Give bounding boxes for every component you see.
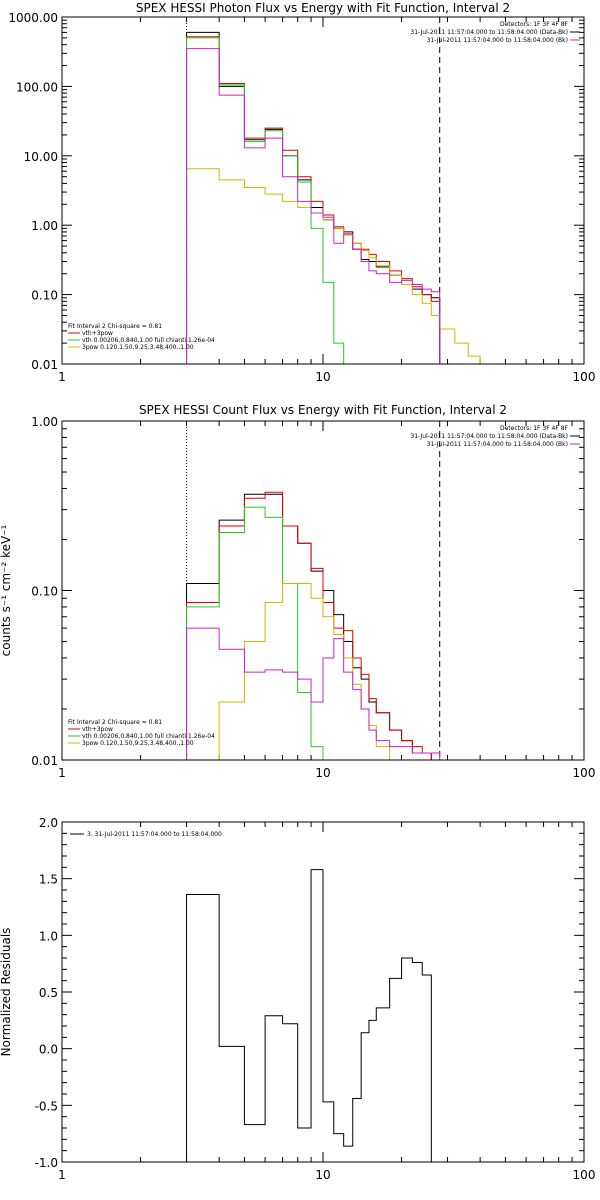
series-vth-3pow-line <box>186 491 440 760</box>
x-tick-label: 100 <box>573 370 596 384</box>
legend-right-entry: 31-Jul-2011 11:57:04.000 to 11:58:04.000… <box>410 29 568 36</box>
plot-frame <box>61 16 585 365</box>
y-tick-label: -1.0 <box>35 1156 58 1170</box>
x-axis: 1 10 100 <box>58 822 595 1182</box>
y-tick-label: 10.00 <box>24 150 58 164</box>
y-axis-label: Normalized Residuals <box>0 928 13 1057</box>
y-tick-label: -0.5 <box>35 1099 58 1113</box>
series-group <box>186 869 440 1162</box>
series-bk-line <box>186 627 441 760</box>
legend-right-entry: 31-Jul-2011 11:57:04.000 to 11:58:04.000… <box>410 433 568 440</box>
y-tick-label: 0.10 <box>31 289 58 303</box>
y-axis: 1.00 0.10 0.01 <box>31 415 584 768</box>
y-axis: 2.0 1.5 1.0 0.5 0.0 -0.5 -1.0 <box>35 816 584 1170</box>
x-tick-label: 1 <box>58 370 66 384</box>
series-data-bk-line <box>186 493 440 760</box>
legend-left-entry: Fit Interval 2 Chi-square = 0.81 <box>68 323 162 330</box>
y-tick-label: 1.0 <box>39 929 58 943</box>
legend-left: 3. 31-Jul-2011 11:57:04.000 to 11:58:04.… <box>70 831 222 838</box>
legend-left-entry: vth 0.00206,0.840,1.00 full chianti 1.26… <box>82 733 215 740</box>
residuals-panel: 1 10 100 2.0 1.5 1.0 0.5 0.0 -0.5 -1.0 Normalized … <box>0 816 595 1182</box>
series-vth-line <box>186 37 353 364</box>
x-tick-label: 1 <box>58 1168 66 1182</box>
x-tick-label: 100 <box>573 1168 596 1182</box>
legend-left-entry: Fit Interval 2 Chi-square = 0.81 <box>68 719 162 726</box>
legend-left-entry: 3. 31-Jul-2011 11:57:04.000 to 11:58:04.… <box>87 831 222 838</box>
y-tick-label: 0.5 <box>39 986 58 1000</box>
legend-left: Fit Interval 2 Chi-square = 0.81vth+3pow… <box>68 323 215 351</box>
series-data-bk-line <box>186 31 441 364</box>
series-group <box>186 491 441 760</box>
legend-right-entry: 31-Jul-2011 11:57:04.000 to 11:58:04.000… <box>427 37 568 44</box>
photon-flux-panel: SPEX HESSI Photon Flux vs Energy with Fi… <box>8 1 595 384</box>
series-vth-3pow-line <box>186 36 441 364</box>
y-axis: 1000.00 100.00 10.00 1.00 0.10 0.01 <box>8 11 584 372</box>
legend-right-entry: Detectors: 1F 3F 4F 8F <box>500 425 569 432</box>
y-tick-label: 2.0 <box>39 816 58 830</box>
count-flux-panel: SPEX HESSI Count Flux vs Energy with Fit… <box>0 403 595 780</box>
y-tick-label: 0.0 <box>39 1043 58 1057</box>
y-tick-label: 0.01 <box>31 358 58 372</box>
y-tick-label: 1.00 <box>31 219 58 233</box>
series-residuals-line <box>186 869 440 1162</box>
x-tick-label: 10 <box>315 766 330 780</box>
legend-left: Fit Interval 2 Chi-square = 0.81vth+3pow… <box>68 719 215 747</box>
series-group <box>186 31 494 364</box>
y-tick-label: 100.00 <box>16 80 58 94</box>
chart-title: SPEX HESSI Count Flux vs Energy with Fit… <box>139 403 507 417</box>
x-tick-label: 10 <box>315 370 330 384</box>
legend-left-entry: vth+3pow <box>82 726 113 733</box>
x-tick-label: 10 <box>315 1168 330 1182</box>
plot-frame <box>61 821 585 1163</box>
series-vth-line <box>186 506 324 760</box>
legend-left-entry: 3pow 0.120,1.50,9.25,3.48,400.,1.00 <box>82 740 194 747</box>
y-tick-label: 0.01 <box>31 754 58 768</box>
y-tick-label: 1.5 <box>39 873 58 887</box>
legend-left-entry: vth 0.00206,0.840,1.00 full chianti 1.26… <box>82 337 215 344</box>
chart-title: SPEX HESSI Photon Flux vs Energy with Fi… <box>136 1 510 15</box>
y-axis-label: counts s⁻¹ cm⁻² keV⁻¹ <box>0 524 13 656</box>
y-tick-label: 0.10 <box>31 585 58 599</box>
y-tick-label: 1.00 <box>31 415 58 429</box>
legend-left-entry: vth+3pow <box>82 330 113 337</box>
x-axis: 1 10 100 <box>58 421 595 780</box>
y-tick-label: 1000.00 <box>8 11 58 25</box>
legend-left-entry: 3pow 0.120,1.50,9.25,3.48,400.,1.00 <box>82 344 194 351</box>
x-tick-label: 1 <box>58 766 66 780</box>
legend-right-entry: 31-Jul-2011 11:57:04.000 to 11:58:04.000… <box>427 441 568 448</box>
series-3pow-line <box>186 582 413 760</box>
series-bk-line <box>186 48 441 364</box>
series-3pow-line <box>186 168 494 364</box>
x-tick-label: 100 <box>573 766 596 780</box>
legend-right-entry: Detectors: 1F 3F 4F 8F <box>500 21 569 28</box>
plot-frame <box>61 420 585 761</box>
